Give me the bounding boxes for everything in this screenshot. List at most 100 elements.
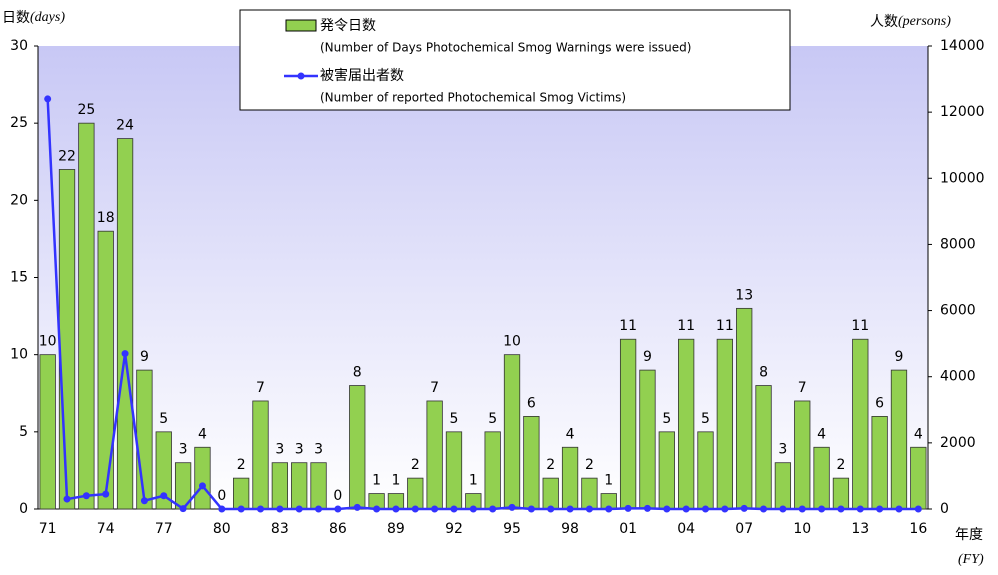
bar-value-label: 8: [353, 365, 362, 381]
bar-value-label: 24: [116, 118, 134, 134]
bar: [813, 446, 830, 510]
x-tick-label: 16: [909, 521, 927, 537]
y-tick-label: 15: [10, 270, 28, 286]
x-tick-label: 89: [387, 521, 405, 537]
bar: [871, 415, 888, 510]
bar-value-label: 11: [851, 318, 869, 334]
line-marker: [257, 505, 264, 513]
line-marker: [411, 505, 419, 513]
bar-value-label: 1: [372, 473, 381, 489]
y2-tick-label: 6000: [940, 303, 976, 319]
y2-tick-label: 8000: [940, 236, 976, 252]
legend-box: [239, 9, 791, 111]
x-axis-unit: (FY): [958, 552, 984, 567]
line-marker: [721, 505, 729, 513]
line-marker: [489, 505, 497, 513]
y-axis-label: 日数(days): [2, 10, 65, 26]
legend-line-marker: [297, 72, 305, 80]
line-marker: [102, 490, 110, 498]
y-tick-label: 25: [10, 115, 28, 131]
line-marker: [392, 505, 400, 513]
bar-value-label: 4: [198, 426, 207, 442]
bar-value-label: 10: [503, 334, 521, 350]
bar-value-label: 5: [488, 411, 497, 427]
line-marker: [895, 505, 903, 513]
bar-value-label: 2: [585, 457, 594, 473]
bar: [484, 431, 501, 510]
bar-value-label: 0: [217, 488, 226, 504]
bar-value-label: 2: [237, 457, 246, 473]
bar-value-label: 9: [643, 349, 652, 365]
bar-value-label: 2: [411, 457, 420, 473]
line-marker: [682, 505, 690, 513]
bar: [426, 400, 443, 510]
y-tick-label: 10: [10, 347, 28, 363]
bar-value-label: 1: [391, 473, 400, 489]
bar-value-label: 18: [97, 210, 115, 226]
line-marker: [198, 482, 206, 490]
bar: [832, 477, 850, 510]
line-marker: [876, 505, 884, 513]
line-marker: [82, 492, 90, 500]
line-marker: [508, 503, 516, 511]
bar-value-label: 3: [295, 442, 304, 458]
line-marker: [431, 505, 439, 513]
legend-description: (Number of reported Photochemical Smog V…: [320, 91, 626, 105]
bar-value-label: 13: [735, 287, 753, 303]
bar: [639, 369, 656, 510]
x-tick-label: 98: [561, 521, 579, 537]
bar-value-label: 6: [875, 395, 884, 411]
bar-value-label: 5: [450, 411, 459, 427]
bar-value-label: 3: [179, 442, 188, 458]
x-tick-label: 71: [39, 521, 57, 537]
line-marker: [44, 95, 52, 103]
line-marker: [585, 505, 593, 513]
line-marker: [121, 350, 129, 358]
plot-area: [38, 46, 928, 509]
x-tick-label: 80: [213, 521, 231, 537]
bar-value-label: 22: [58, 148, 76, 164]
y-tick-label: 0: [19, 501, 28, 517]
bar: [890, 369, 908, 510]
bar: [755, 385, 772, 510]
bar: [194, 446, 211, 510]
x-tick-label: 95: [503, 521, 521, 537]
line-marker: [218, 505, 226, 513]
bar: [678, 338, 695, 510]
bar: [542, 477, 559, 510]
bar-value-label: 1: [604, 473, 613, 489]
bar-value-label: 5: [701, 411, 710, 427]
legend: 発令日数 (Number of Days Photochemical Smog …: [239, 9, 791, 111]
x-tick-label: 86: [329, 521, 347, 537]
bar: [561, 446, 579, 510]
x-tick-label: 74: [97, 521, 115, 537]
x-tick-label: 07: [735, 521, 753, 537]
line-marker: [702, 505, 709, 513]
y2-tick-label: 4000: [940, 369, 976, 385]
bar-value-label: 8: [759, 365, 768, 381]
bar: [39, 354, 56, 510]
bar-value-label: 4: [566, 426, 575, 442]
line-marker: [179, 505, 187, 513]
line-marker: [643, 504, 651, 512]
legend-label: 発令日数: [320, 18, 376, 34]
line-marker: [779, 505, 787, 513]
bar-value-label: 11: [716, 318, 734, 334]
y2-tick-label: 12000: [940, 104, 985, 120]
line-marker: [566, 505, 574, 513]
line-marker: [547, 505, 555, 513]
bar: [716, 338, 733, 510]
line-marker: [856, 505, 864, 513]
line-marker: [740, 504, 748, 512]
bar-value-label: 2: [836, 457, 845, 473]
line-marker: [353, 503, 361, 511]
bar: [794, 400, 811, 510]
bar-value-label: 7: [430, 380, 439, 396]
legend-label: 被害届出者数: [320, 68, 404, 84]
bar-value-label: 10: [39, 334, 57, 350]
bar: [697, 431, 714, 510]
y2-tick-label: 2000: [940, 435, 976, 451]
bar-value-label: 11: [619, 318, 637, 334]
bar: [503, 354, 521, 510]
bar-value-label: 1: [469, 473, 478, 489]
